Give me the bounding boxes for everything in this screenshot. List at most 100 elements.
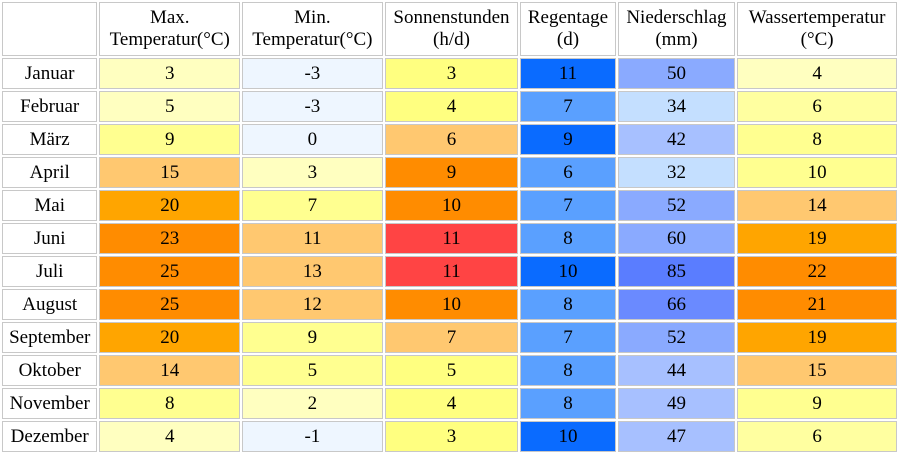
max-temp-cell: 4	[99, 421, 241, 452]
water-temp-cell: 9	[737, 388, 897, 419]
max-temp-cell: 14	[99, 355, 241, 386]
min-temp-cell: -3	[242, 58, 383, 89]
min-temp-cell: -3	[242, 91, 383, 122]
rain-days-cell: 7	[520, 91, 616, 122]
header-line-1: Sonnenstunden	[393, 7, 510, 28]
month-cell: September	[2, 322, 98, 353]
max-temp-cell: 5	[99, 91, 241, 122]
table-row: Juli 25 13 11 10 85 22	[2, 256, 897, 287]
sunshine-cell: 3	[384, 421, 519, 452]
rain-days-column-header: Regentage (d)	[520, 2, 616, 56]
sunshine-cell: 7	[384, 322, 519, 353]
sunshine-cell: 6	[384, 124, 519, 155]
precipitation-cell: 34	[617, 91, 736, 122]
max-temp-cell: 15	[99, 157, 241, 188]
water-temp-cell: 21	[737, 289, 897, 320]
table-row: September 20 9 7 7 52 19	[2, 322, 897, 353]
sunshine-column-header: Sonnenstunden (h/d)	[384, 2, 519, 56]
header-line-1: Niederschlag	[626, 7, 727, 28]
sunshine-cell: 11	[384, 256, 519, 287]
precipitation-cell: 50	[617, 58, 736, 89]
min-temp-cell: 0	[242, 124, 383, 155]
min-temp-cell: 13	[242, 256, 383, 287]
month-cell: Januar	[2, 58, 98, 89]
min-temp-cell: -1	[242, 421, 383, 452]
precipitation-cell: 85	[617, 256, 736, 287]
table-row: Juni 23 11 11 8 60 19	[2, 223, 897, 254]
water-temp-cell: 8	[737, 124, 897, 155]
sunshine-cell: 3	[384, 58, 519, 89]
sunshine-cell: 10	[384, 289, 519, 320]
table-row: Januar 3 -3 3 11 50 4	[2, 58, 897, 89]
rain-days-cell: 6	[520, 157, 616, 188]
water-temp-cell: 6	[737, 421, 897, 452]
max-temp-cell: 23	[99, 223, 241, 254]
max-temp-cell: 9	[99, 124, 241, 155]
precipitation-cell: 47	[617, 421, 736, 452]
rain-days-cell: 11	[520, 58, 616, 89]
table-row: Oktober 14 5 5 8 44 15	[2, 355, 897, 386]
month-cell: Juni	[2, 223, 98, 254]
month-cell: Oktober	[2, 355, 98, 386]
month-cell: April	[2, 157, 98, 188]
water-temp-cell: 4	[737, 58, 897, 89]
max-temp-cell: 20	[99, 190, 241, 221]
sunshine-cell: 4	[384, 91, 519, 122]
precipitation-column-header: Niederschlag (mm)	[617, 2, 736, 56]
header-row: Max. Temperatur(°C) Min. Temperatur(°C) Sonn…	[2, 2, 897, 56]
max-temp-cell: 25	[99, 256, 241, 287]
header-line-2: (d)	[556, 29, 580, 50]
max-temp-cell: 8	[99, 388, 241, 419]
min-temp-cell: 3	[242, 157, 383, 188]
water-temp-column-header: Wassertemperatur (°C)	[737, 2, 897, 56]
min-temp-cell: 5	[242, 355, 383, 386]
month-cell: Mai	[2, 190, 98, 221]
water-temp-cell: 14	[737, 190, 897, 221]
table-row: April 15 3 9 6 32 10	[2, 157, 897, 188]
precipitation-cell: 66	[617, 289, 736, 320]
table-header: Max. Temperatur(°C) Min. Temperatur(°C) Sonn…	[2, 2, 897, 56]
table-row: Mai 20 7 10 7 52 14	[2, 190, 897, 221]
sunshine-cell: 10	[384, 190, 519, 221]
table-row: Dezember 4 -1 3 10 47 6	[2, 421, 897, 452]
header-line-2: (mm)	[655, 29, 698, 50]
table-row: März 9 0 6 9 42 8	[2, 124, 897, 155]
precipitation-cell: 60	[617, 223, 736, 254]
sunshine-cell: 5	[384, 355, 519, 386]
month-cell: Dezember	[2, 421, 98, 452]
header-line-2: Temperatur(°C)	[109, 29, 230, 50]
sunshine-cell: 9	[384, 157, 519, 188]
rain-days-cell: 8	[520, 388, 616, 419]
water-temp-cell: 22	[737, 256, 897, 287]
water-temp-cell: 19	[737, 322, 897, 353]
min-temp-column-header: Min. Temperatur(°C)	[242, 2, 383, 56]
month-column-header	[2, 2, 98, 56]
precipitation-cell: 52	[617, 322, 736, 353]
max-temp-cell: 3	[99, 58, 241, 89]
table-row: Februar 5 -3 4 7 34 6	[2, 91, 897, 122]
min-temp-cell: 12	[242, 289, 383, 320]
header-line-2: (h/d)	[433, 29, 470, 50]
max-temp-column-header: Max. Temperatur(°C)	[99, 2, 241, 56]
header-line-2: Temperatur(°C)	[252, 29, 373, 50]
precipitation-cell: 42	[617, 124, 736, 155]
precipitation-cell: 49	[617, 388, 736, 419]
precipitation-cell: 44	[617, 355, 736, 386]
header-line-2: (°C)	[800, 29, 834, 50]
min-temp-cell: 9	[242, 322, 383, 353]
precipitation-cell: 52	[617, 190, 736, 221]
header-line-1: Max.	[149, 7, 190, 28]
header-line-1: Regentage	[527, 7, 609, 28]
header-line-1: Wassertemperatur	[748, 7, 886, 28]
month-cell: Juli	[2, 256, 98, 287]
table-row: August 25 12 10 8 66 21	[2, 289, 897, 320]
header-line-1: Min.	[294, 7, 331, 28]
min-temp-cell: 2	[242, 388, 383, 419]
rain-days-cell: 8	[520, 223, 616, 254]
rain-days-cell: 8	[520, 289, 616, 320]
month-cell: Februar	[2, 91, 98, 122]
min-temp-cell: 7	[242, 190, 383, 221]
max-temp-cell: 25	[99, 289, 241, 320]
month-cell: November	[2, 388, 98, 419]
